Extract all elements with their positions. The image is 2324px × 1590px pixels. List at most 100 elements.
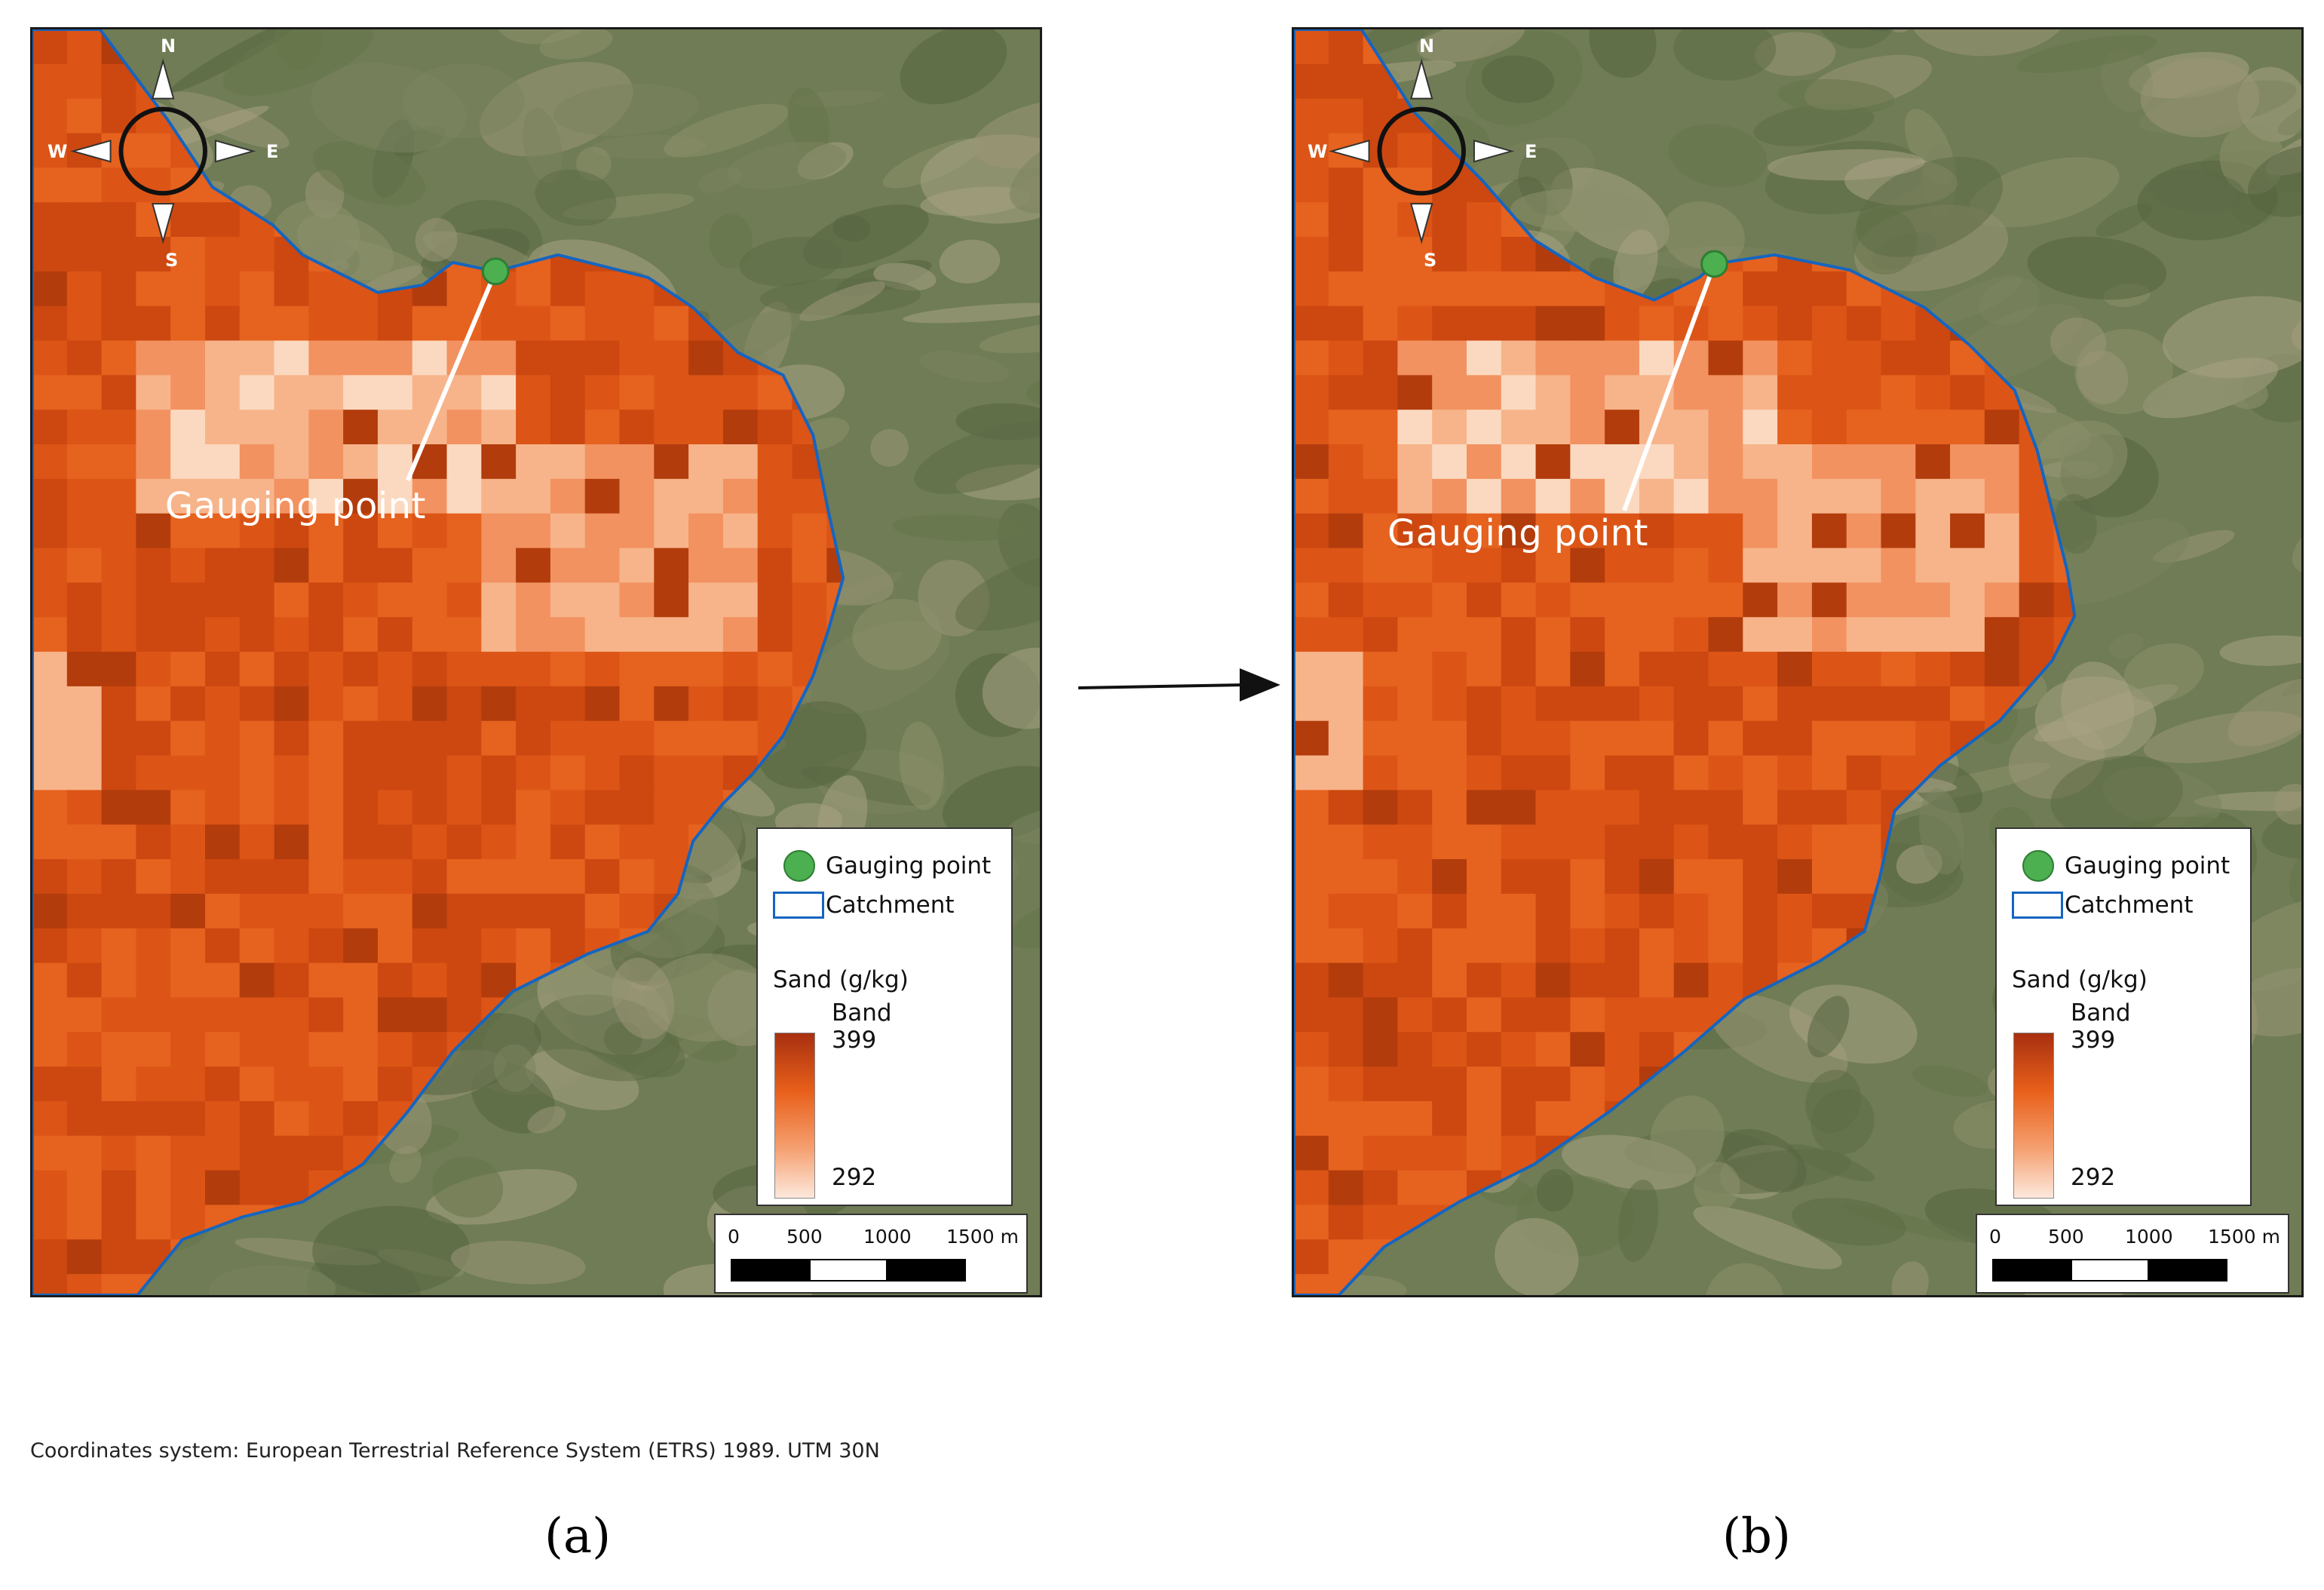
raster-cell [1743, 582, 1779, 619]
raster-cell [1294, 824, 1329, 861]
raster-cell [1328, 582, 1364, 619]
terrain-patch [939, 239, 1001, 284]
raster-cell [66, 928, 103, 964]
raster-cell [688, 410, 724, 446]
raster-cell [1846, 478, 1882, 514]
raster-cell [1363, 305, 1399, 342]
terrain-patch [1709, 993, 1848, 1083]
raster-cell [136, 444, 172, 480]
raster-cell [654, 375, 690, 411]
terrain-patch [2123, 643, 2204, 703]
raster-cell [481, 720, 517, 757]
raster-cell [136, 997, 172, 1033]
raster-cell [1846, 720, 1882, 757]
raster-cell [1984, 513, 2020, 549]
raster-cell [170, 478, 206, 514]
compass-north: N [161, 35, 176, 57]
gauging-point-symbol-icon [783, 850, 815, 882]
raster-cell [412, 513, 448, 549]
raster-cell [101, 755, 137, 791]
raster-cell [1743, 686, 1779, 722]
raster-cell [1639, 720, 1675, 757]
raster-cell [136, 513, 172, 549]
raster-cell [101, 686, 137, 722]
terrain-patch [527, 1106, 566, 1134]
raster-cell [308, 962, 345, 999]
legend-band-label: Band [2071, 999, 2131, 1027]
raster-cell [1432, 928, 1467, 964]
raster-cell [654, 410, 690, 446]
raster-cell [446, 271, 483, 307]
raster-cell [377, 375, 413, 411]
raster-cell [239, 997, 275, 1033]
raster-cell [1466, 1100, 1502, 1137]
raster-cell [1639, 755, 1675, 791]
raster-cell [1708, 652, 1744, 687]
raster-cell [1363, 790, 1399, 826]
raster-cell [1363, 444, 1399, 480]
raster-cell [481, 444, 517, 480]
raster-cell [136, 1032, 172, 1068]
raster-cell [343, 1032, 379, 1068]
raster-cell [343, 755, 379, 791]
raster-cell [446, 410, 483, 446]
raster-cell [1328, 478, 1364, 514]
gauging-point-marker [481, 257, 510, 286]
compass-arrow-west [70, 140, 112, 163]
raster-cell [377, 548, 413, 584]
raster-cell [1570, 410, 1606, 446]
raster-cell [1915, 582, 1951, 619]
raster-cell [204, 375, 241, 411]
raster-cell [343, 824, 379, 861]
raster-cell [204, 271, 241, 307]
raster-cell [757, 548, 793, 584]
raster-cell [308, 686, 345, 722]
raster-cell [1950, 478, 1985, 514]
raster-cell [274, 928, 310, 964]
raster-cell [239, 652, 275, 687]
raster-cell [170, 548, 206, 584]
raster-cell [170, 824, 206, 861]
compass-east: E [266, 141, 279, 162]
raster-cell [584, 444, 621, 480]
raster-cell [204, 928, 241, 964]
raster-cell [481, 548, 517, 584]
raster-cell [1777, 652, 1813, 687]
terrain-patch [1536, 1168, 1574, 1212]
raster-cell [239, 755, 275, 791]
raster-cell [136, 1100, 172, 1137]
raster-cell [654, 513, 690, 549]
raster-cell [1811, 617, 1847, 653]
raster-cell [1363, 859, 1399, 895]
raster-cell [619, 375, 655, 411]
raster-cell [1570, 790, 1606, 826]
raster-cell [1881, 513, 1917, 549]
terrain-patch [2274, 784, 2301, 825]
raster-cell [1743, 271, 1779, 307]
raster-cell [274, 997, 310, 1033]
terrain-patch [1807, 996, 1850, 1058]
terrain-patch [852, 598, 942, 671]
raster-cell [170, 1170, 206, 1206]
raster-cell [1328, 859, 1364, 895]
raster-cell [516, 720, 551, 757]
raster-cell [1501, 790, 1537, 826]
raster-cell [688, 375, 724, 411]
raster-cell [1673, 997, 1709, 1033]
annotation-leader-line [406, 270, 498, 482]
terrain-patch [1344, 29, 1492, 59]
raster-cell [136, 1205, 172, 1241]
raster-cell [101, 548, 137, 584]
raster-cell [377, 444, 413, 480]
raster-cell [1535, 755, 1571, 791]
raster-cell [101, 271, 137, 307]
raster-cell [170, 686, 206, 722]
raster-cell [32, 859, 68, 895]
raster-cell [516, 444, 551, 480]
terrain-patch [739, 236, 844, 287]
raster-cell [136, 375, 172, 411]
raster-cell [1501, 755, 1537, 791]
raster-cell [412, 1032, 448, 1068]
raster-cell [1294, 548, 1329, 584]
raster-cell [170, 720, 206, 757]
